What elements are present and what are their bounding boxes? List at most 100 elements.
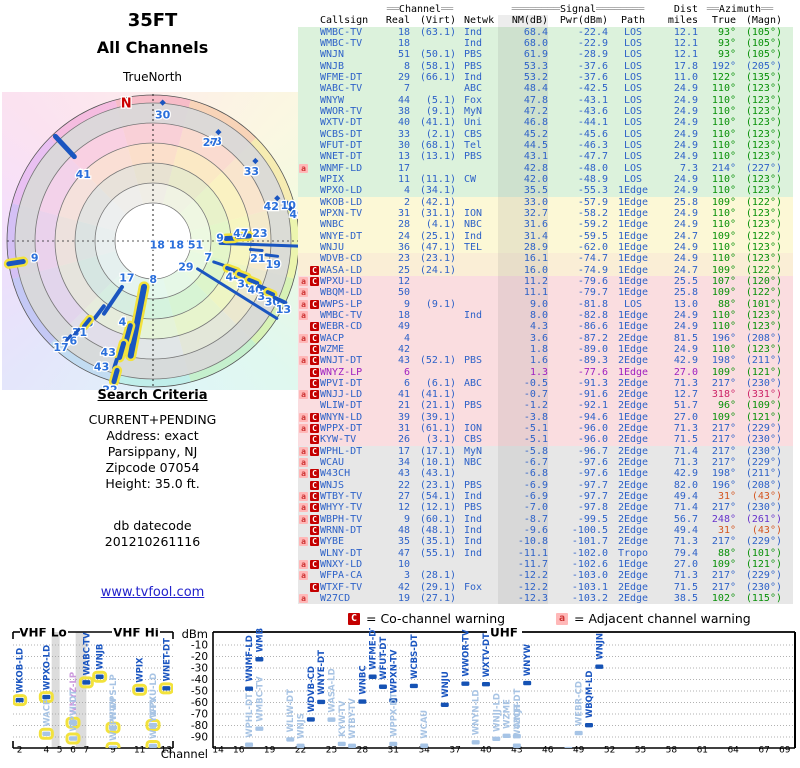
cell-noise-margin: -12.3	[498, 593, 548, 605]
cell-callsign: WMBC-TV	[320, 26, 363, 38]
radar-title: 35FT	[127, 10, 178, 31]
table-row: C WRNN-DT 48 (48.1) Ind -9.6 -100.5 2Edge 49.4 31…	[298, 525, 793, 537]
cell-virtual-channel: (6.1)	[425, 377, 456, 389]
signal-bar-callsign-label: WNJJ-LD	[492, 693, 502, 732]
cell-azimuth-magnetic: (101°)	[745, 298, 782, 310]
cell-distance: 49.4	[673, 491, 698, 503]
cell-distance: 7.3	[679, 162, 698, 174]
table-row: C WNJS 22 (23.1) PBS -6.9 -97.7 2Edge 82.0 196° (2…	[298, 479, 793, 492]
cell-callsign: WPPX-DT	[320, 423, 363, 435]
signal-bar-callsign-label: WNYZ-LP	[69, 672, 79, 716]
co-channel-warning-slot: C	[309, 344, 320, 355]
db-datecode-label: db datecode	[113, 518, 192, 533]
cell-real-channel: 12	[397, 275, 410, 287]
table-row: WXTV-DT 40 (41.1) Uni 46.8 -44.1 LOS 24.9 110° (1…	[298, 117, 793, 129]
adjacent-warning-slot	[298, 117, 309, 128]
cell-callsign: WPVI-DT	[320, 377, 363, 389]
cell-network: NBC	[464, 219, 483, 231]
cell-network	[456, 389, 498, 400]
channel-tick-label: 49	[573, 746, 585, 756]
cell-network: NBC	[464, 457, 483, 469]
cell-distance: 71.3	[673, 377, 698, 389]
adjacent-channel-warning-icon: a	[299, 356, 308, 366]
cell-distance: 71.5	[673, 434, 698, 446]
cell-real-channel: 26	[397, 434, 410, 446]
cell-network	[456, 185, 498, 196]
co-channel-warning-slot: C	[309, 265, 320, 276]
cell-virtual-channel: (10.1)	[419, 457, 456, 469]
co-channel-warning-icon: C	[310, 435, 319, 445]
co-channel-warning-slot: C	[309, 355, 320, 366]
co-channel-warning-slot: C	[309, 378, 320, 389]
signal-line	[52, 133, 77, 160]
cell-virtual-channel	[410, 310, 456, 321]
co-channel-warning-slot	[309, 174, 320, 185]
cell-noise-margin: -6.7	[498, 457, 548, 469]
signal-bar	[109, 745, 117, 748]
co-channel-warning-slot: C	[309, 276, 320, 287]
co-channel-warning-slot	[309, 27, 320, 38]
channel-tick-label: 67	[758, 746, 769, 756]
channel-tick-label: 11	[134, 746, 145, 756]
cell-path: LOS	[623, 26, 643, 38]
cell-real-channel: 3	[403, 570, 410, 582]
cell-callsign: WNYW	[320, 94, 345, 106]
cell-power: -62.0	[577, 241, 608, 253]
adjacent-warning-slot: a	[298, 333, 309, 344]
cell-power: -46.3	[577, 139, 608, 151]
cell-network	[456, 299, 498, 310]
cell-callsign: WABC-TV	[320, 83, 363, 95]
cell-network: PBS	[464, 479, 483, 491]
cell-virtual-channel: (41.1)	[419, 117, 456, 129]
cell-noise-margin: 3.6	[498, 332, 548, 344]
cell-noise-margin: -9.6	[498, 525, 548, 537]
cell-path: 1Edge	[617, 321, 649, 333]
co-channel-warning-slot: C	[309, 423, 320, 434]
cell-distance: 13.0	[673, 298, 698, 310]
cell-real-channel: 18	[397, 37, 410, 49]
co-channel-warning-slot: C	[309, 536, 320, 547]
signal-line	[196, 267, 279, 320]
adjacent-warning-slot	[298, 83, 309, 94]
cell-network: Ind	[464, 37, 483, 49]
cell-power: -45.6	[577, 128, 608, 140]
adjacent-channel-warning-icon: a	[299, 288, 308, 298]
cell-azimuth-magnetic: (123°)	[745, 128, 782, 140]
radar-channel-label: 17	[53, 341, 68, 354]
co-channel-warning-slot	[309, 83, 320, 94]
co-channel-warning-slot	[309, 400, 320, 411]
cell-path: 2Edge	[617, 536, 649, 548]
cell-azimuth-magnetic: (105°)	[745, 37, 782, 49]
channel-tick-label: 13	[161, 746, 172, 756]
co-channel-warning-slot	[309, 457, 320, 468]
cell-real-channel: 29	[397, 71, 410, 83]
cell-virtual-channel	[410, 367, 456, 378]
cell-path: LOS	[623, 83, 643, 95]
adjacent-warning-slot: a	[298, 468, 309, 479]
cell-azimuth-true: 196°	[711, 332, 736, 344]
cell-noise-margin: 8.0	[498, 309, 548, 322]
signal-bar-callsign-label: WBPH-TV	[109, 697, 119, 741]
cell-distance: 38.5	[673, 593, 698, 605]
co-channel-warning-slot	[309, 197, 320, 208]
radar-channel-label: 41	[76, 168, 91, 181]
signal-bar-highlight	[78, 676, 94, 689]
cell-real-channel: 35	[397, 536, 410, 548]
table-row: a C WNJT-DT 43 (52.1) PBS 1.6 -89.3 2Edge 42.9 198…	[298, 355, 793, 367]
adjacent-channel-warning-icon: a	[556, 613, 568, 625]
cell-callsign: WMBC-TV	[320, 37, 363, 49]
tvfool-link[interactable]: www.tvfool.com	[100, 585, 205, 600]
cell-azimuth-magnetic: (208°)	[745, 332, 782, 344]
cell-path: LOS	[623, 94, 643, 106]
cell-noise-margin: 46.8	[498, 117, 548, 129]
cell-distance: 24.9	[673, 241, 698, 253]
table-row: a C WBPH-TV 9 (60.1) Ind -8.7 -99.5 2Edge 56.7 248…	[298, 513, 793, 526]
cell-callsign: WPXO-LD	[320, 185, 363, 197]
cell-callsign: W43CH	[320, 468, 351, 480]
adjacent-warning-slot	[298, 219, 309, 230]
cell-virtual-channel: (35.1)	[419, 536, 456, 548]
channel-tick-label: 9	[110, 746, 116, 756]
cell-azimuth-true: 109°	[711, 287, 736, 299]
signal-bar-callsign-label: WXTV-DT	[482, 633, 492, 677]
cell-virtual-channel	[410, 38, 456, 49]
